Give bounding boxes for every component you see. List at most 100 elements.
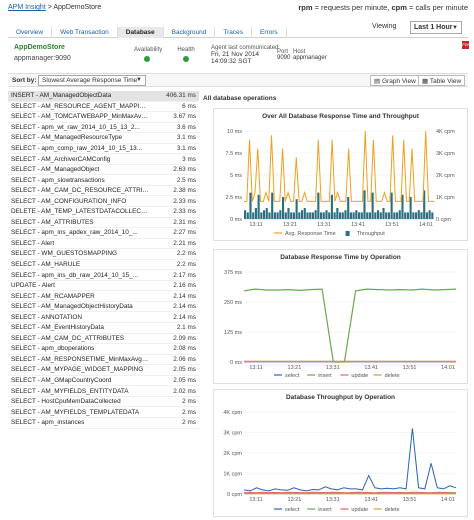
chevron-down-icon: ▼ <box>136 77 142 83</box>
cpm-desc: = calls per minute <box>406 3 468 12</box>
time-range-select[interactable]: Last 1 Hour ▼ <box>410 21 462 34</box>
operation-row[interactable]: SELECT - apm_ins_db_raw_2014_10_15_... 2.… <box>8 270 199 281</box>
throughput-bar <box>393 212 396 219</box>
operation-time: 2.21 ms <box>173 239 196 247</box>
tab-errors[interactable]: Errors <box>252 27 287 38</box>
operation-row[interactable]: DELETE - AM_TEMP_LATESTDATACOLLECTE... 2.… <box>8 207 199 218</box>
operation-query: UPDATE - Alert <box>11 282 55 290</box>
cpm-label: cpm <box>391 3 407 12</box>
app-name: AppDemoStore <box>14 44 65 51</box>
x-tick-label: 13:51 <box>403 497 417 503</box>
operation-time: 2.17 ms <box>173 271 196 279</box>
throughput-bar <box>398 210 401 219</box>
throughput-bar <box>371 192 374 219</box>
y-tick-label: 0 ms <box>230 217 242 223</box>
table-view-button[interactable]: ▦ Table View <box>418 75 466 86</box>
operation-row[interactable]: SELECT - AM_RESPONSETIME_MinMaxAvgD... 2.… <box>8 355 199 366</box>
operation-time: 3 ms <box>182 155 196 163</box>
overall-chart-svg: 0 ms 2.5 ms 5 ms 7.5 ms 10 ms 0 cpm 1K cpm 2K c… <box>225 129 455 237</box>
operation-row[interactable]: SELECT - AM_TOMCATWEBAPP_MinMaxAvgD... 3.… <box>8 112 199 123</box>
operation-row[interactable]: SELECT - AM_CAM_DC_RESOURCE_ATTRIB... 2.3… <box>8 186 199 197</box>
tab-database[interactable]: Database <box>117 27 164 38</box>
operation-row[interactable]: SELECT - ANNOTATION 2.14 ms <box>8 312 199 324</box>
tab-bar: Overview Web Transaction Database Backgr… <box>8 27 468 38</box>
operation-row[interactable]: SELECT - AM_ManagedObjectHistoryData 2.14… <box>8 302 199 313</box>
operation-row[interactable]: SELECT - AM_CAM_DC_ATTRIBUTES 2.09 ms <box>8 334 199 345</box>
operation-row[interactable]: SELECT - apm_ins_apdex_raw_2014_10_... 2.… <box>8 228 199 239</box>
tab-overview[interactable]: Overview <box>8 27 53 38</box>
throughput-bar <box>415 212 418 219</box>
throughput-bar <box>390 192 393 219</box>
operation-query: SELECT - AM_RCAMAPPER <box>11 292 95 300</box>
operation-row[interactable]: SELECT - apm_slowtransactions 2.5 ms <box>8 175 199 186</box>
throughput-bar <box>431 212 434 219</box>
operation-query: SELECT - AM_GMapCountryCoord <box>11 377 112 385</box>
y-tick-label: 375 ms <box>224 270 242 276</box>
operation-query: SELECT - AM_EventHistoryData <box>11 324 104 332</box>
operation-row[interactable]: SELECT - AM_RCAMAPPER 2.14 ms <box>8 291 199 302</box>
operation-row[interactable]: SELECT - AM_CONFIGURATION_INFO 2.33 ms <box>8 196 199 208</box>
operation-row[interactable]: SELECT - HostCpuMemDataCollected 2 ms <box>8 397 199 408</box>
legend-swatch <box>345 231 350 236</box>
operation-time: 2.02 ms <box>173 387 196 395</box>
operation-row[interactable]: SELECT - AM_RESOURCE_AGENT_MAPPING 6 ms <box>8 102 199 113</box>
host-info: Host appmanager <box>293 49 327 61</box>
operation-row[interactable]: SELECT - AM_MYPAGE_WIDGET_MAPPING 2.05 ms <box>8 365 199 376</box>
operation-row[interactable]: UPDATE - Alert 2.16 ms <box>8 281 199 292</box>
operation-row[interactable]: SELECT - AM_MYFIELDS_TEMPLATEDATA 2 ms <box>8 407 199 418</box>
operation-query: SELECT - AM_ATTRIBUTES <box>11 218 94 226</box>
operation-row[interactable]: SELECT - apm_wt_raw_2014_10_15_13_2... 3.… <box>8 123 199 134</box>
operation-time: 2.2 ms <box>176 250 196 258</box>
operation-row[interactable]: SELECT - AM_ATTRIBUTES 2.31 ms <box>8 218 199 229</box>
throughput-bar <box>368 212 371 219</box>
breadcrumb-root-link[interactable]: APM Insight <box>8 4 46 11</box>
x-tick-label: 13:11 <box>249 497 262 503</box>
operation-row[interactable]: SELECT - AM_ManagedObject 2.63 ms <box>8 165 199 176</box>
operation-time: 2.1 ms <box>176 324 196 332</box>
y-tick-label: 0 ms <box>230 360 242 366</box>
throughput-bar <box>325 210 328 219</box>
throughput-bar <box>273 212 276 219</box>
operation-time: 2.63 ms <box>173 166 196 174</box>
operation-time: 3.1 ms <box>176 134 196 142</box>
tab-traces[interactable]: Traces <box>215 27 252 38</box>
operation-row[interactable]: SELECT - AM_ManagedResourceType 3.1 ms <box>8 133 199 144</box>
throughput-bar <box>301 210 304 219</box>
operation-query: SELECT - ANNOTATION <box>11 313 83 321</box>
operation-row[interactable]: SELECT - AM_HARULE 2.2 ms <box>8 260 199 271</box>
operation-row[interactable]: INSERT - AM_ManagedObjectData 406.31 ms <box>8 91 199 102</box>
operation-row[interactable]: SELECT - apm_comp_raw_2014_10_15_13... 3.… <box>8 144 199 155</box>
x-tick-label: 13:51 <box>403 365 417 371</box>
throughput-bar <box>333 212 336 219</box>
throughput-bar <box>347 197 350 219</box>
operation-query: SELECT - AM_TOMCATWEBAPP_MinMaxAvgD... <box>11 113 149 121</box>
operation-row[interactable]: SELECT - AM_EventHistoryData 2.1 ms <box>8 323 199 334</box>
x-tick-label: 13:21 <box>283 222 297 228</box>
throughput-bar <box>295 199 298 219</box>
operation-row[interactable]: SELECT - AM_MYFIELDS_ENTITYDATA 2.02 ms <box>8 386 199 397</box>
legend-label: insert <box>318 507 332 513</box>
operation-row[interactable]: SELECT - AM_ArchiverCAMConfig 3 ms <box>8 154 199 165</box>
agent-info: Agent last communicated Fri, 21 Nov 2014… <box>211 45 278 65</box>
operation-time: 2.09 ms <box>173 334 196 342</box>
sort-select[interactable]: Slowest Average Response Time ▼ <box>38 75 146 86</box>
x-tick-label: 13:31 <box>326 497 340 503</box>
x-tick-label: 14:01 <box>441 497 455 503</box>
port-value: 9090 <box>277 55 291 61</box>
operation-row[interactable]: SELECT - AM_GMapCountryCoord 2.05 ms <box>8 376 199 387</box>
operation-row[interactable]: SELECT - apm_instances 2 ms <box>8 418 199 429</box>
graph-view-button[interactable]: ▤ Graph View <box>370 75 420 86</box>
legend-label: insert <box>318 373 332 379</box>
operation-row[interactable]: SELECT - WM_GUESTOSMAPPING 2.2 ms <box>8 249 199 260</box>
operation-row[interactable]: SELECT - apm_dboperations 2.08 ms <box>8 344 199 355</box>
tab-background[interactable]: Background <box>164 27 216 38</box>
sort-value: Slowest Average Response Time <box>42 77 138 84</box>
graph-icon: ▤ <box>374 78 381 85</box>
x-tick-label: 13:51 <box>385 222 399 228</box>
pdf-icon[interactable]: PDF <box>462 41 470 49</box>
throughput-by-op-chart-title: Database Throughput by Operation <box>285 394 396 401</box>
response-by-op-chart-svg: 0 ms 125 ms 250 ms 375 ms 13:11 13:21 13:31 13:… <box>224 270 457 379</box>
rpm-desc: = requests per minute, <box>312 3 392 12</box>
operation-row[interactable]: SELECT - Alert 2.21 ms <box>8 239 199 250</box>
tab-web-transaction[interactable]: Web Transaction <box>52 27 118 38</box>
